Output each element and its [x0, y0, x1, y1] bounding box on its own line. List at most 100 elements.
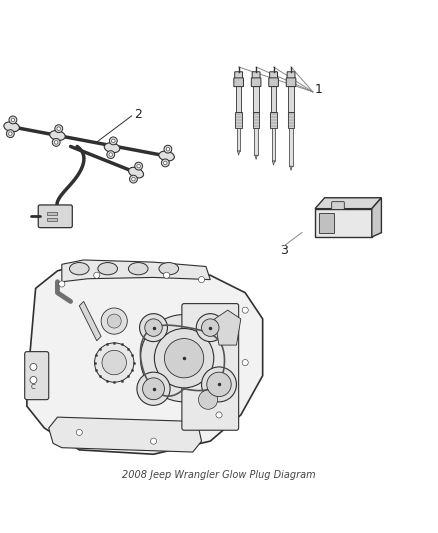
Circle shape: [141, 314, 228, 402]
Bar: [271, 86, 276, 112]
Polygon shape: [255, 155, 258, 159]
Bar: [288, 86, 294, 112]
Circle shape: [201, 367, 237, 402]
Circle shape: [163, 161, 167, 165]
Circle shape: [143, 378, 164, 400]
Circle shape: [216, 412, 222, 418]
Text: 1: 1: [315, 83, 323, 96]
Ellipse shape: [128, 263, 148, 275]
Polygon shape: [27, 262, 263, 454]
Circle shape: [52, 139, 60, 147]
Circle shape: [107, 314, 121, 328]
Polygon shape: [372, 198, 381, 237]
Ellipse shape: [128, 167, 144, 178]
Circle shape: [198, 390, 218, 409]
Circle shape: [163, 272, 170, 278]
Circle shape: [95, 343, 134, 382]
Circle shape: [102, 350, 127, 375]
Text: 2: 2: [134, 109, 142, 122]
Circle shape: [164, 338, 204, 378]
Bar: [46, 218, 57, 221]
Circle shape: [161, 159, 169, 167]
Circle shape: [101, 308, 127, 334]
Circle shape: [137, 164, 141, 168]
Bar: [289, 128, 293, 166]
FancyBboxPatch shape: [235, 72, 243, 79]
Circle shape: [135, 162, 142, 170]
Polygon shape: [290, 166, 292, 171]
Circle shape: [112, 139, 115, 143]
Ellipse shape: [98, 263, 117, 275]
Circle shape: [140, 313, 167, 342]
Text: 3: 3: [280, 244, 288, 257]
FancyBboxPatch shape: [182, 304, 239, 430]
Circle shape: [154, 328, 214, 388]
FancyBboxPatch shape: [25, 352, 49, 400]
FancyBboxPatch shape: [252, 72, 260, 79]
Circle shape: [130, 175, 138, 183]
Circle shape: [242, 307, 248, 313]
Bar: [272, 128, 276, 161]
FancyBboxPatch shape: [287, 72, 295, 79]
Bar: [318, 213, 334, 233]
FancyBboxPatch shape: [332, 201, 344, 209]
Ellipse shape: [49, 131, 65, 141]
Circle shape: [7, 130, 14, 138]
Ellipse shape: [104, 143, 120, 152]
Bar: [315, 208, 372, 237]
FancyBboxPatch shape: [270, 72, 278, 79]
Circle shape: [9, 132, 12, 135]
Bar: [270, 112, 277, 128]
Bar: [254, 128, 258, 155]
Circle shape: [198, 277, 205, 282]
Circle shape: [132, 177, 135, 181]
Bar: [237, 128, 240, 151]
Bar: [253, 86, 259, 112]
Polygon shape: [272, 161, 275, 165]
Polygon shape: [215, 310, 241, 345]
Ellipse shape: [159, 151, 174, 161]
Circle shape: [54, 141, 58, 144]
Circle shape: [201, 319, 219, 336]
FancyBboxPatch shape: [269, 78, 279, 87]
Bar: [46, 212, 57, 215]
Bar: [288, 112, 294, 128]
Circle shape: [30, 364, 37, 370]
Bar: [236, 86, 241, 112]
Circle shape: [76, 430, 82, 435]
FancyBboxPatch shape: [38, 205, 72, 228]
Polygon shape: [237, 151, 240, 155]
Circle shape: [196, 313, 224, 342]
Circle shape: [145, 319, 162, 336]
Polygon shape: [79, 302, 101, 341]
Polygon shape: [62, 260, 210, 282]
Circle shape: [57, 127, 60, 131]
Bar: [235, 112, 242, 128]
Circle shape: [59, 281, 65, 287]
Circle shape: [150, 438, 156, 444]
Circle shape: [55, 125, 63, 133]
Circle shape: [11, 118, 14, 122]
Ellipse shape: [159, 263, 179, 275]
Circle shape: [207, 372, 231, 397]
Circle shape: [166, 148, 170, 151]
Circle shape: [30, 376, 37, 384]
Bar: [253, 112, 259, 128]
FancyBboxPatch shape: [286, 78, 296, 87]
FancyBboxPatch shape: [234, 78, 244, 87]
Circle shape: [110, 137, 117, 145]
Ellipse shape: [4, 122, 19, 132]
Polygon shape: [49, 417, 201, 452]
Polygon shape: [315, 198, 381, 208]
Circle shape: [164, 146, 172, 153]
Circle shape: [109, 153, 113, 156]
Circle shape: [242, 359, 248, 366]
Circle shape: [94, 272, 100, 278]
Text: 2008 Jeep Wrangler Glow Plug Diagram: 2008 Jeep Wrangler Glow Plug Diagram: [122, 471, 316, 480]
Circle shape: [137, 372, 170, 405]
FancyBboxPatch shape: [251, 78, 261, 87]
Circle shape: [9, 116, 17, 124]
Text: C: C: [31, 384, 36, 390]
Circle shape: [107, 151, 115, 158]
Ellipse shape: [70, 263, 89, 275]
